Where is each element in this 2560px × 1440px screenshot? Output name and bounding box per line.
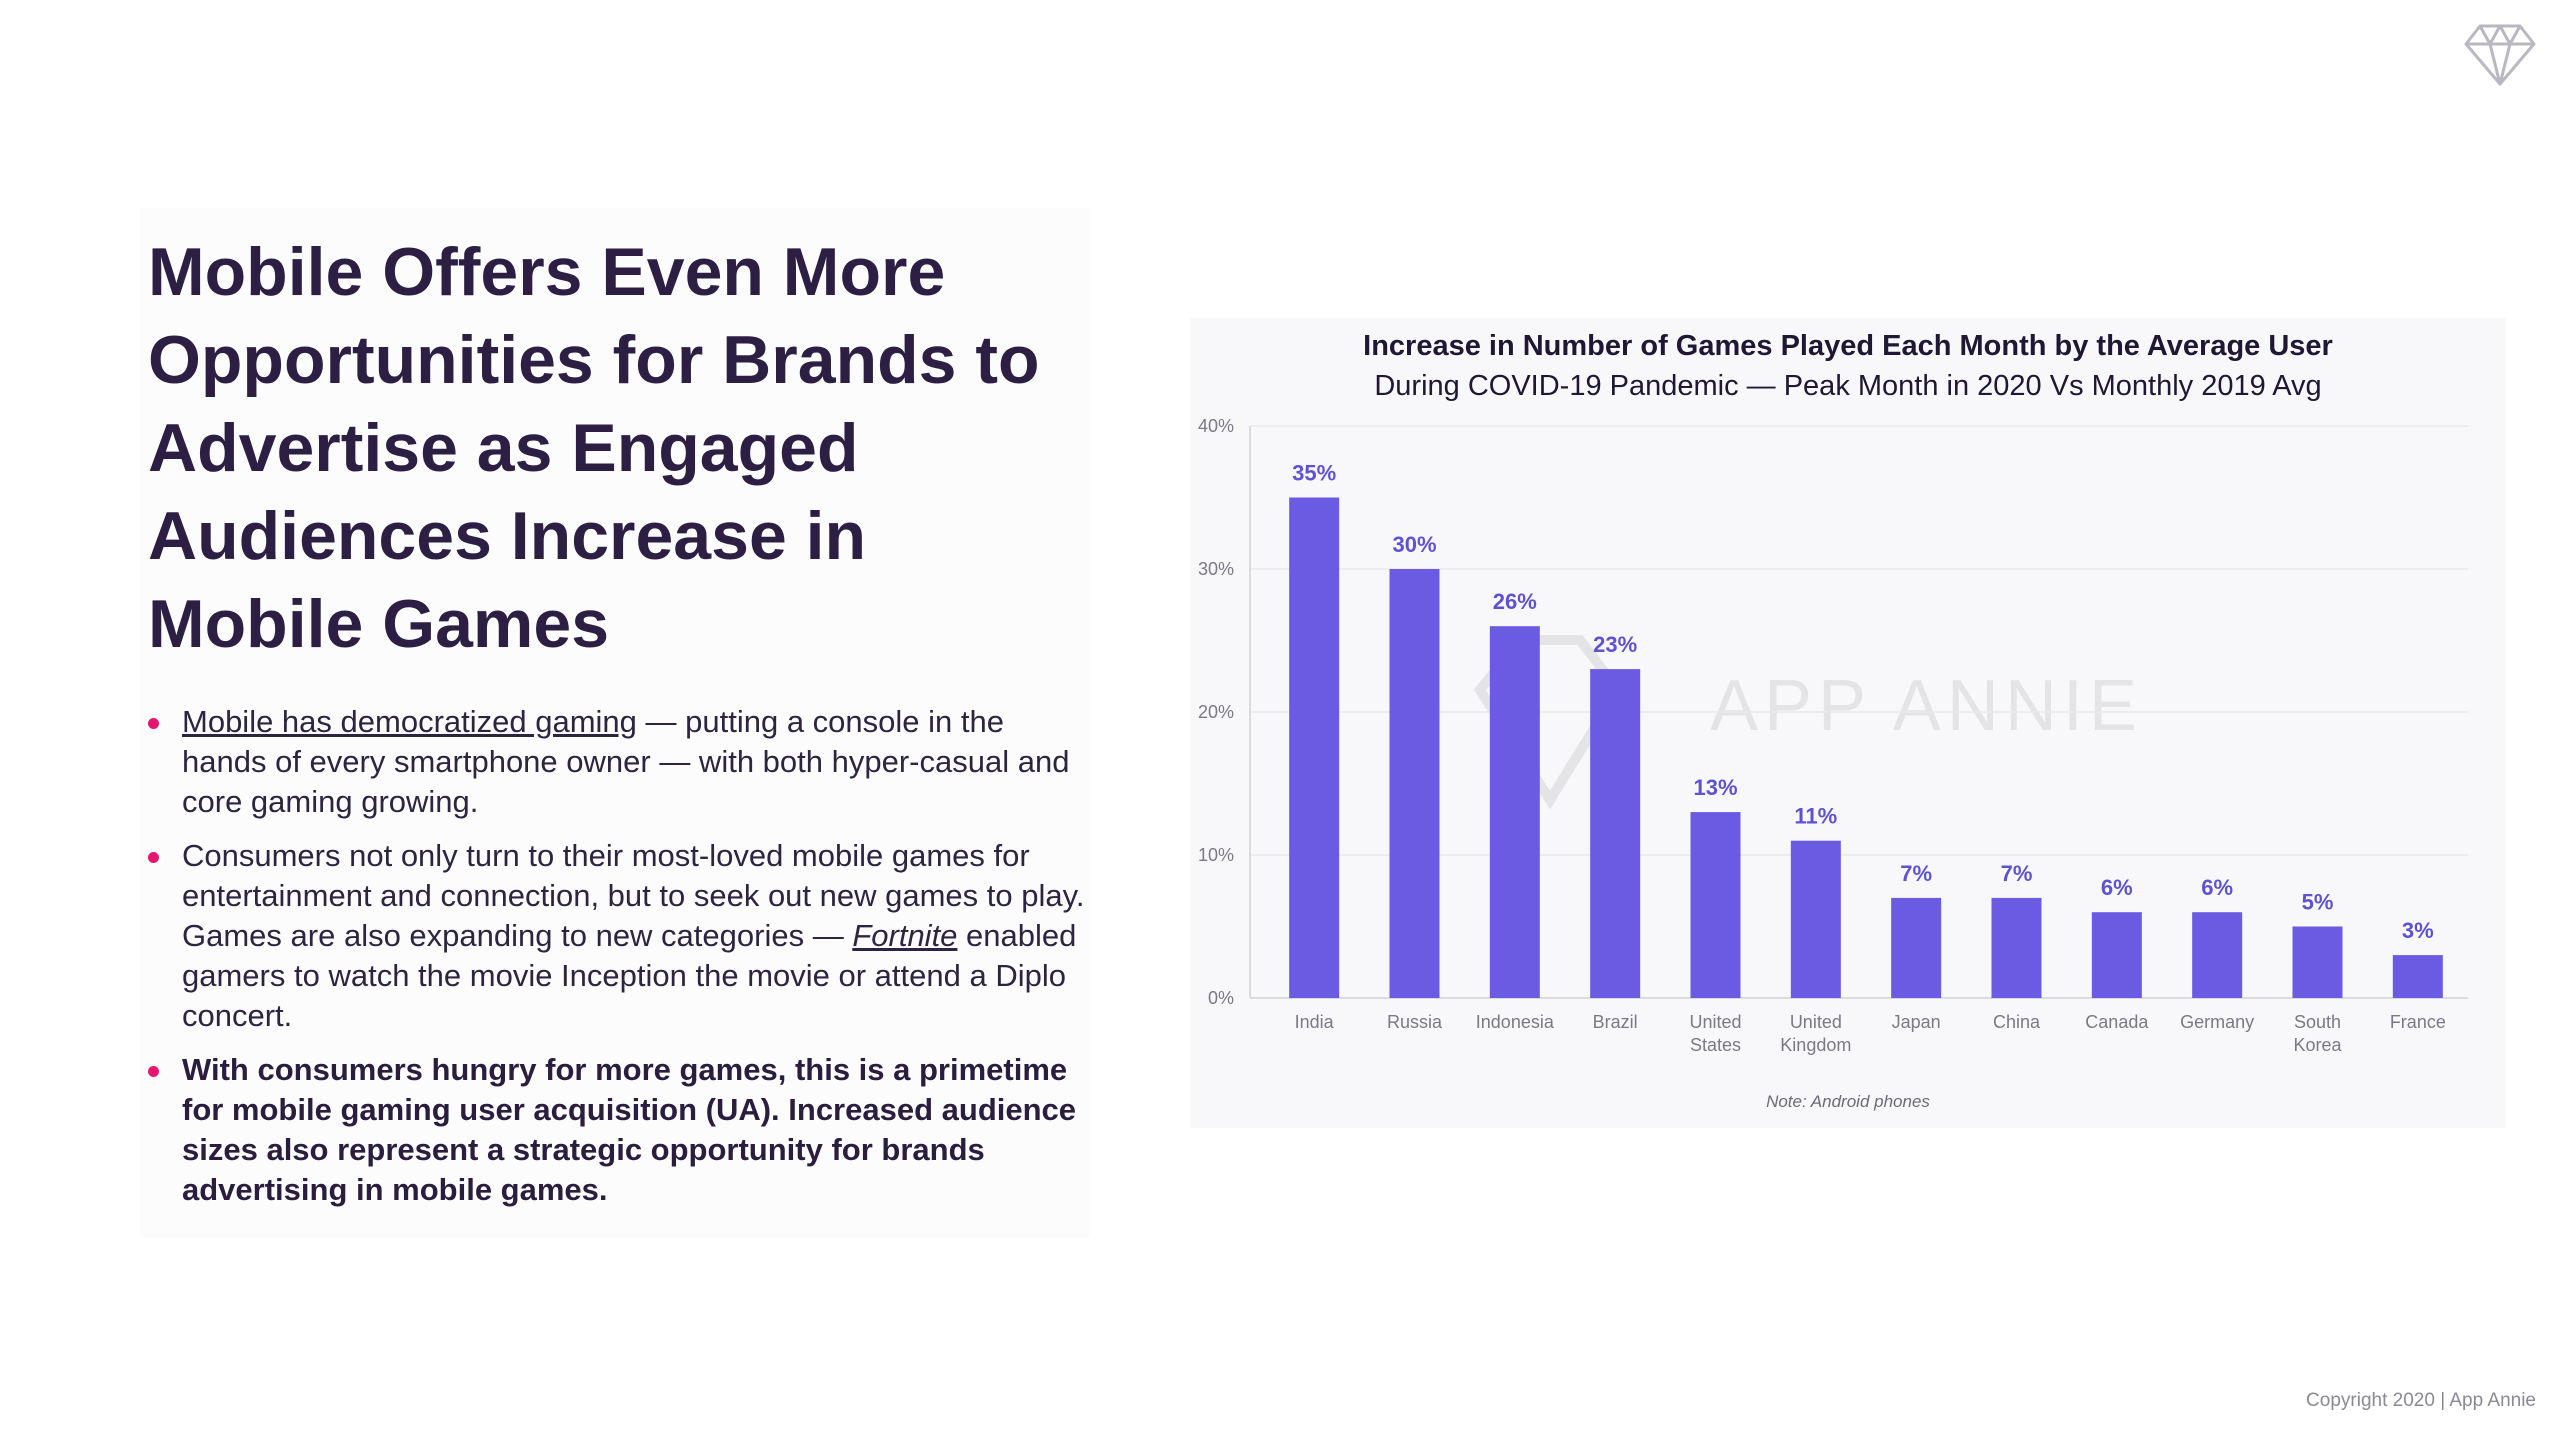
democratized-gaming-link[interactable]: Mobile has democratized gaming	[182, 704, 637, 739]
bullet-item: With consumers hungry for more games, th…	[148, 1050, 1088, 1210]
bullet-text: Consumers not only turn to their most-lo…	[182, 838, 1085, 953]
x-tick-label: Canada	[2085, 1012, 2149, 1032]
x-tick-label: States	[1690, 1035, 1741, 1055]
bar	[2392, 955, 2443, 998]
data-label: 26%	[1493, 589, 1537, 614]
x-tick-label: India	[1295, 1012, 1335, 1032]
bar	[1590, 669, 1641, 998]
text-panel	[140, 208, 1090, 1238]
bar	[1289, 497, 1340, 998]
bullet-text: With consumers hungry for more games, th…	[182, 1052, 1077, 1207]
x-tick-label: France	[2390, 1012, 2446, 1032]
data-label: 7%	[1900, 861, 1932, 886]
bar	[1690, 812, 1741, 998]
bar	[2091, 912, 2142, 998]
data-label: 23%	[1593, 632, 1637, 657]
y-tick-label: 10%	[1198, 845, 1234, 865]
x-tick-label: Russia	[1387, 1012, 1443, 1032]
x-tick-label: Indonesia	[1476, 1012, 1555, 1032]
bar	[1489, 626, 1540, 998]
x-tick-label: Brazil	[1593, 1012, 1638, 1032]
data-label: 6%	[2101, 875, 2133, 900]
fortnite-link[interactable]: Fortnite	[852, 918, 958, 953]
y-tick-label: 40%	[1198, 416, 1234, 436]
bullet-dot	[148, 718, 159, 729]
data-label: 5%	[2302, 890, 2334, 915]
bar	[2192, 912, 2243, 998]
bullet-text: — putting a console in the hands of ever…	[182, 704, 1070, 819]
bar	[1991, 897, 2042, 998]
data-label: 13%	[1693, 775, 1737, 800]
x-tick-label: China	[1993, 1012, 2041, 1032]
x-tick-label: Korea	[2293, 1035, 2342, 1055]
data-label: 3%	[2402, 918, 2434, 943]
chart-title: Increase in Number of Games Played Each …	[1190, 326, 2506, 406]
y-tick-label: 30%	[1198, 559, 1234, 579]
copyright-text: Copyright 2020 | App Annie	[2306, 1390, 2536, 1411]
bullet-text: enabled gamers to watch the movie Incept…	[182, 918, 1077, 1033]
data-label: 7%	[2001, 861, 2033, 886]
x-tick-label: United	[1689, 1012, 1741, 1032]
diamond-logo-icon	[2464, 24, 2536, 86]
y-tick-label: 0%	[1208, 988, 1234, 1008]
chart-subtitle: During COVID-19 Pandemic — Peak Month in…	[1374, 370, 2322, 402]
page-title: Mobile Offers Even More Opportunities fo…	[148, 234, 1040, 662]
data-label: 11%	[1794, 804, 1837, 829]
bar-chart: APP ANNIE 0% 10% 20% 30% 40% 35% India 30% Russia…	[1198, 416, 2468, 1055]
watermark: APP ANNIE	[1473, 635, 2143, 810]
x-tick-label: South	[2294, 1012, 2341, 1032]
bar	[1891, 897, 1942, 998]
bar	[2292, 926, 2343, 998]
x-tick-label: Germany	[2180, 1012, 2254, 1032]
chart-title-main: Increase in Number of Games Played Each …	[1363, 330, 2333, 362]
y-tick-label: 20%	[1198, 702, 1234, 722]
data-label: 30%	[1392, 532, 1436, 557]
bullet-list: Mobile has democratized gaming — putting…	[148, 702, 1088, 1224]
data-label: 35%	[1292, 461, 1336, 486]
bar	[1389, 569, 1440, 998]
bullet-dot	[148, 852, 159, 863]
x-tick-label: Japan	[1892, 1012, 1941, 1032]
bullet-dot	[148, 1066, 159, 1077]
bullet-item: Mobile has democratized gaming — putting…	[148, 702, 1088, 822]
bullet-item: Consumers not only turn to their most-lo…	[148, 836, 1088, 1036]
x-tick-label: United	[1790, 1012, 1842, 1032]
bar	[1790, 840, 1841, 998]
chart-note: Note: Android phones	[1766, 1092, 1930, 1111]
x-tick-label: Kingdom	[1780, 1035, 1851, 1055]
data-label: 6%	[2201, 875, 2233, 900]
watermark-text: APP ANNIE	[1710, 666, 2143, 746]
